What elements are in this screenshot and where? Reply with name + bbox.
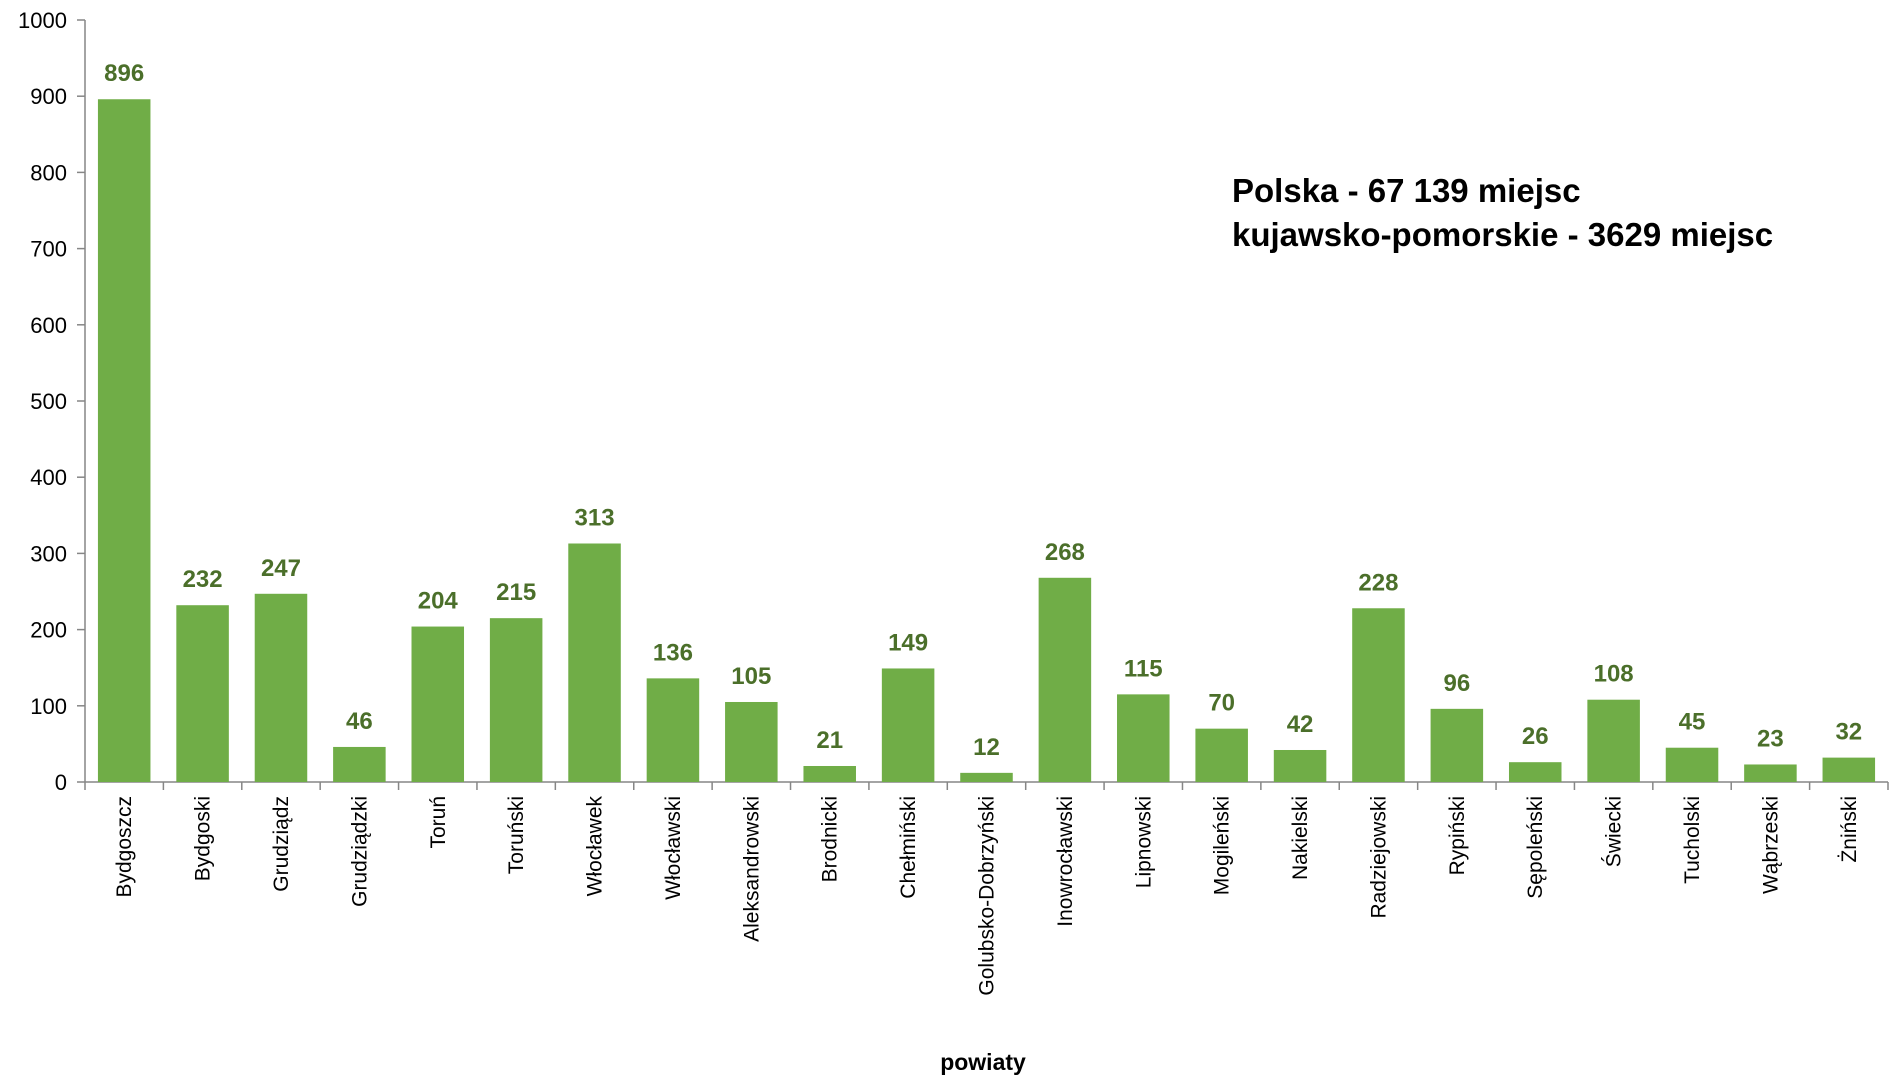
y-tick-label: 900 <box>30 84 67 109</box>
bar <box>1665 747 1719 782</box>
category-label: Tucholski <box>1681 796 1704 884</box>
y-tick-label: 300 <box>30 541 67 566</box>
category-label: Sępoleński <box>1524 796 1547 899</box>
data-label: 105 <box>731 663 771 690</box>
bar <box>1508 762 1562 782</box>
y-tick-label: 1000 <box>18 8 67 33</box>
data-label: 45 <box>1679 709 1706 736</box>
data-label: 46 <box>346 708 373 735</box>
bar <box>1038 577 1092 782</box>
category-label: Rypiński <box>1446 796 1469 875</box>
category-label: Wąbrzeski <box>1759 796 1782 894</box>
data-label: 215 <box>496 579 536 606</box>
bar <box>1352 608 1405 782</box>
data-label: 204 <box>418 588 459 615</box>
bar <box>176 605 229 782</box>
data-label: 228 <box>1358 569 1398 596</box>
category-label: Inowrocławski <box>1054 796 1077 927</box>
y-tick-label: 0 <box>55 770 67 795</box>
category-labels: Bydgoszcz Bydgoski Grudziądz Grudziądzki Tor… <box>113 796 1861 996</box>
annotation-region: kujawsko-pomorskie - 3629 miejsc <box>1232 216 1773 253</box>
bar <box>1587 699 1640 782</box>
bar <box>1430 708 1484 782</box>
bars <box>97 99 1876 783</box>
category-label: Włocławski <box>662 796 685 900</box>
x-axis-title: powiaty <box>940 1049 1026 1075</box>
data-label: 32 <box>1835 719 1862 746</box>
category-label: Mogileński <box>1211 796 1234 895</box>
bar <box>1744 764 1797 782</box>
data-label: 26 <box>1522 723 1549 750</box>
annotation-poland: Polska - 67 139 miejsc <box>1232 172 1581 209</box>
data-label: 136 <box>653 639 693 666</box>
bar <box>489 618 543 782</box>
bar <box>960 772 1013 782</box>
data-label: 115 <box>1124 655 1163 682</box>
x-axis <box>84 781 1889 790</box>
category-label: Chełmiński <box>897 796 920 899</box>
y-tick-label: 200 <box>30 618 67 643</box>
bar <box>333 746 386 782</box>
category-label: Radziejowski <box>1367 796 1390 919</box>
data-label: 12 <box>973 734 1000 761</box>
bar <box>568 543 621 782</box>
data-label: 149 <box>888 629 928 656</box>
data-labels: 896 232 247 46 204 215 313 136 105 21 149 12 268 115 7… <box>104 60 1862 761</box>
y-tick-label: 700 <box>30 237 67 262</box>
bar <box>1117 694 1170 782</box>
category-label: Grudziądz <box>270 796 293 892</box>
data-label: 23 <box>1757 725 1784 752</box>
bar <box>1822 757 1876 782</box>
data-label: 96 <box>1443 670 1470 697</box>
category-label: Golubsko-Dobrzyński <box>976 796 999 996</box>
category-label: Grudziądzki <box>348 796 371 907</box>
y-tick-label: 500 <box>30 389 67 414</box>
data-label: 313 <box>575 504 615 531</box>
category-label: Nakielski <box>1289 796 1312 880</box>
bar <box>646 678 700 782</box>
bar <box>881 668 935 782</box>
y-tick-label: 600 <box>30 313 67 338</box>
category-label: Bydgoski <box>192 796 215 881</box>
category-label: Lipnowski <box>1132 796 1155 888</box>
bar <box>1195 728 1248 782</box>
y-tick-label: 400 <box>30 465 67 490</box>
bar <box>97 99 151 783</box>
data-label: 896 <box>104 60 144 87</box>
bar <box>254 593 308 782</box>
y-tick-label: 100 <box>30 694 67 719</box>
category-label: Żniński <box>1838 796 1861 863</box>
data-label: 21 <box>816 727 843 754</box>
category-label: Toruński <box>505 796 528 874</box>
data-label: 268 <box>1045 539 1085 566</box>
y-tick-label: 800 <box>30 160 67 185</box>
category-label: Świecki <box>1602 796 1626 867</box>
category-label: Toruń <box>427 796 450 849</box>
category-label: Włocławek <box>584 796 607 897</box>
data-label: 42 <box>1287 711 1314 738</box>
category-label: Aleksandrowski <box>740 796 763 942</box>
bar <box>803 765 856 782</box>
bar <box>411 626 465 782</box>
category-label: Brodnicki <box>819 796 842 882</box>
data-label: 232 <box>183 566 223 593</box>
bar <box>725 701 778 782</box>
data-label: 247 <box>261 555 301 582</box>
bar <box>1273 749 1327 782</box>
data-label: 70 <box>1208 690 1235 717</box>
y-axis: 0 100 200 300 400 500 600 700 800 900 1000 <box>18 8 86 795</box>
category-label: Bydgoszcz <box>113 796 136 898</box>
data-label: 108 <box>1594 661 1634 688</box>
